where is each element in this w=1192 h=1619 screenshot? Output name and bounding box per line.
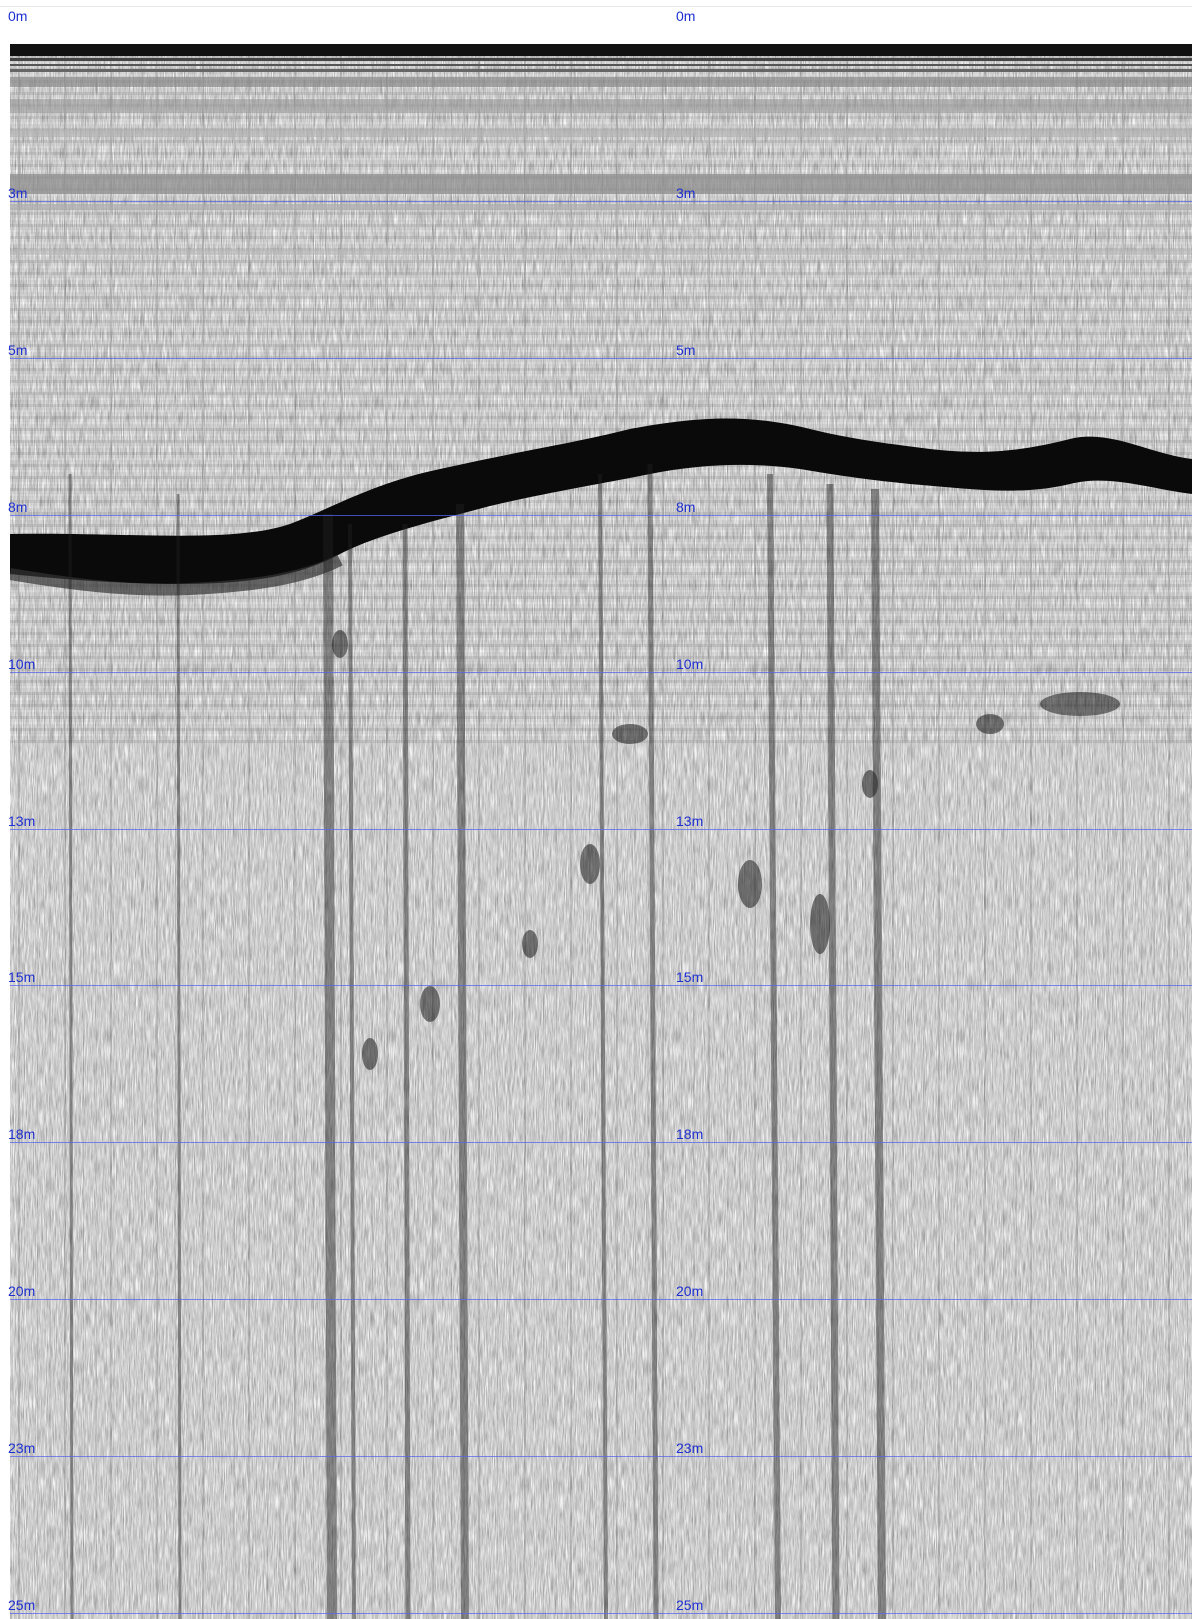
depth-label-right: 23m: [676, 1440, 704, 1456]
depth-label-left: 13m: [8, 813, 36, 829]
depth-label-right: 20m: [676, 1283, 704, 1299]
depth-label-left: 0m: [8, 8, 28, 24]
depth-label-right: 18m: [676, 1126, 704, 1142]
depth-label-right: 8m: [676, 499, 696, 515]
depth-label-left: 3m: [8, 185, 28, 201]
depth-label-left: 15m: [8, 969, 36, 985]
depth-label-right: 25m: [676, 1597, 704, 1613]
depth-label-left: 25m: [8, 1597, 36, 1613]
depth-gridline: [10, 829, 1192, 830]
depth-gridline: [10, 985, 1192, 986]
depth-gridline: [10, 1299, 1192, 1300]
depth-gridline: [10, 1456, 1192, 1457]
depth-gridline: [10, 672, 1192, 673]
depth-label-left: 18m: [8, 1126, 36, 1142]
depth-label-right: 5m: [676, 342, 696, 358]
depth-label-right: 0m: [676, 8, 696, 24]
depth-label-left: 8m: [8, 499, 28, 515]
depth-gridline: [10, 358, 1192, 359]
depth-label-right: 10m: [676, 656, 704, 672]
gpr-radargram-image: [10, 44, 1192, 1619]
depth-gridline: [10, 1142, 1192, 1143]
depth-label-right: 15m: [676, 969, 704, 985]
depth-label-right: 3m: [676, 185, 696, 201]
depth-gridline: [10, 515, 1192, 516]
depth-label-left: 5m: [8, 342, 28, 358]
depth-label-left: 23m: [8, 1440, 36, 1456]
depth-gridline: [10, 201, 1192, 202]
depth-label-right: 13m: [676, 813, 704, 829]
depth-label-left: 20m: [8, 1283, 36, 1299]
top-divider: [0, 6, 1192, 7]
depth-label-left: 10m: [8, 656, 36, 672]
depth-gridline: [10, 1613, 1192, 1614]
